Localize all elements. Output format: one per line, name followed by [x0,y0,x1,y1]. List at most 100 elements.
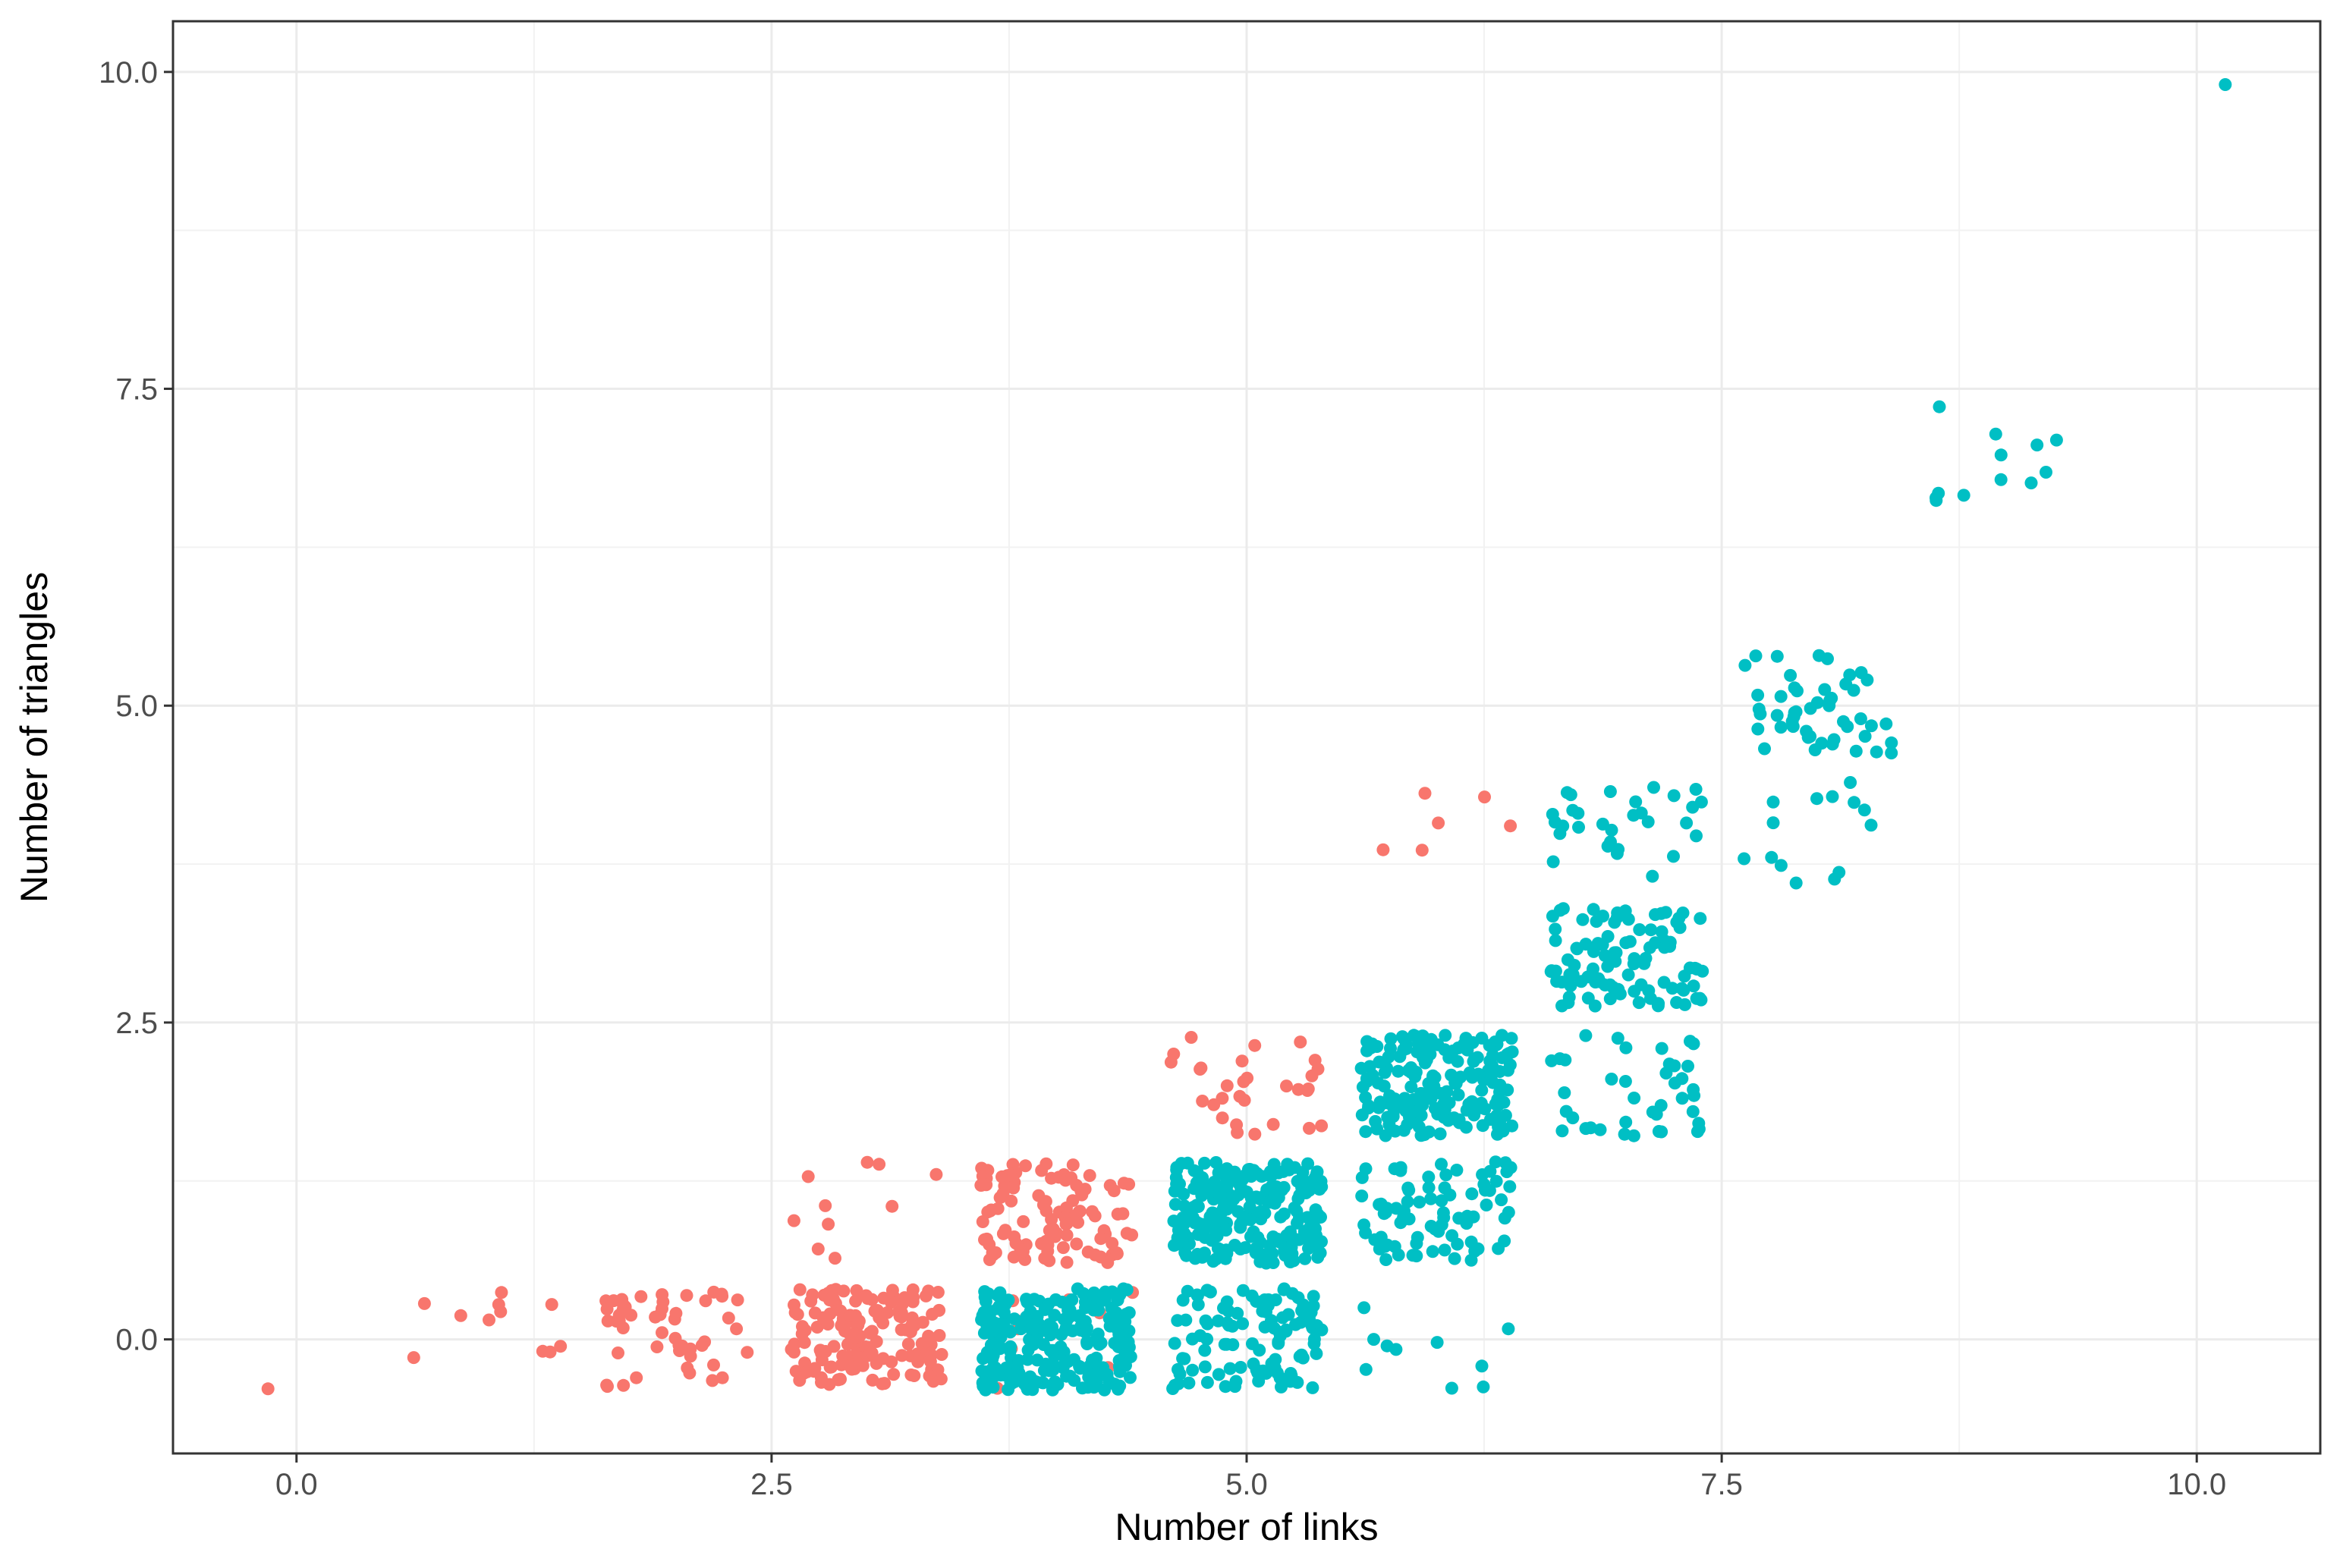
data-point [1172,1362,1184,1376]
data-point [876,1316,890,1330]
data-point [1686,1105,1700,1118]
data-point [1220,1079,1234,1092]
data-point [1633,923,1646,936]
data-point [1107,1184,1121,1198]
data-point [1292,1233,1306,1246]
data-point [1608,946,1621,960]
data-point [1558,1086,1571,1099]
data-point [1677,983,1691,997]
data-point [1450,1164,1464,1177]
data-point [1446,1044,1460,1057]
data-point [822,1218,835,1231]
data-point [1690,829,1703,843]
data-point [1253,1343,1266,1357]
data-point [1106,1236,1119,1250]
data-point [1389,1124,1402,1138]
data-point [1440,1085,1454,1098]
data-point [1291,1375,1304,1389]
data-point [1113,1288,1127,1302]
data-point [1858,730,1872,743]
data-point [1024,1370,1037,1384]
data-point [793,1283,807,1296]
data-point [1360,1072,1373,1086]
x-tick-label: 0.0 [275,1468,318,1501]
data-point [1055,1296,1069,1309]
data-point [1272,1335,1285,1349]
data-point [1608,916,1621,929]
data-point [868,1304,882,1318]
data-point [1789,876,1803,890]
data-point [1080,1335,1093,1349]
y-tick-label: 7.5 [115,373,158,407]
data-point [1610,847,1624,860]
data-point [804,1294,818,1308]
data-point [1486,1059,1499,1073]
data-point [1770,709,1784,722]
data-point [1681,1060,1694,1073]
data-point [1080,1321,1093,1335]
data-point [865,1346,879,1360]
data-point [1637,957,1651,970]
data-point [1694,993,1708,1007]
data-point [1571,806,1585,820]
data-point [1298,1252,1312,1265]
data-point [1200,1332,1214,1346]
data-point [1207,1098,1221,1111]
x-tick-label: 5.0 [1225,1468,1268,1501]
data-point [607,1294,621,1308]
data-point [1279,1323,1293,1337]
data-point [1354,1061,1368,1075]
data-point [612,1346,624,1359]
data-point [1289,1318,1302,1331]
data-point [1393,1050,1407,1064]
data-point [1423,1048,1437,1061]
x-axis-ticks: 0.0 2.5 5.0 7.5 10.0 [275,1453,2226,1501]
data-point [1066,1158,1080,1172]
data-point [1203,1210,1217,1224]
data-point [1236,1317,1250,1331]
y-tick-label: 0.0 [115,1324,158,1357]
major-gridlines [173,21,2320,1453]
x-tick-label: 10.0 [2167,1468,2226,1501]
data-point [1004,1325,1017,1339]
data-point [1303,1312,1316,1325]
data-point [1848,796,1861,809]
data-point [901,1337,915,1351]
data-point [1184,1031,1198,1044]
data-point [1196,1095,1209,1108]
data-point [1766,795,1780,809]
data-point [1046,1359,1060,1372]
data-point [1228,1165,1241,1179]
data-point [808,1362,822,1375]
data-point [600,1378,614,1392]
data-point [1581,991,1595,1005]
data-point [1621,968,1635,982]
data-point [1070,1237,1084,1251]
data-point [1546,855,1560,869]
data-point [860,1289,873,1302]
data-point [730,1322,744,1336]
data-point [1410,1249,1423,1263]
data-point [1751,722,1765,736]
data-point [1587,903,1600,916]
data-point [1689,783,1703,796]
data-point [1057,1312,1071,1326]
data-point [1235,1054,1249,1068]
data-point [885,1296,898,1309]
data-point [2219,78,2232,91]
data-point [2049,433,2063,447]
data-point [1380,1339,1394,1353]
data-point [978,1233,992,1246]
data-point [819,1199,832,1212]
data-point [1593,975,1607,988]
data-point [1839,677,1853,691]
data-point [1288,1201,1301,1214]
data-point [656,1295,670,1309]
data-point [895,1349,909,1362]
data-point [1415,844,1429,857]
y-tick-label: 2.5 [115,1007,158,1040]
data-point [1266,1117,1280,1131]
data-point [823,1360,837,1374]
data-point [1810,792,1823,806]
data-point [1303,1121,1316,1135]
